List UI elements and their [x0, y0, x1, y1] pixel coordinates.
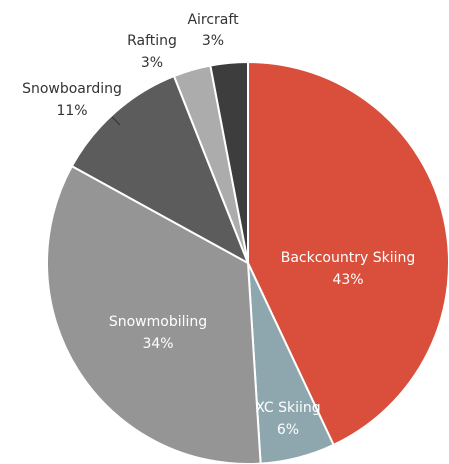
- slice-label-aircraft: Aircraft: [187, 12, 239, 28]
- slice-value-snowboarding: 11%: [56, 103, 87, 119]
- slice-value-backcountry-skiing: 43%: [332, 272, 363, 288]
- slice-backcountry-skiing: [247, 61, 449, 446]
- slice-label-rafting: Rafting: [127, 33, 177, 49]
- slice-aircraft: [209, 61, 249, 264]
- slice-value-rafting: 3%: [141, 55, 163, 71]
- slice-value-xc-skiing: 6%: [277, 422, 299, 438]
- pie-slices: [46, 61, 449, 464]
- slice-value-snowmobiling: 34%: [142, 336, 173, 352]
- slice-value-aircraft: 3%: [202, 33, 224, 49]
- leader-line-snowboarding: [111, 116, 121, 126]
- slice-label-xc-skiing: XC Skiing: [255, 400, 320, 416]
- slice-snowboarding: [70, 75, 249, 264]
- slice-label-backcountry-skiing: Backcountry Skiing: [281, 250, 416, 266]
- slice-label-snowmobiling: Snowmobiling: [109, 314, 207, 330]
- slice-label-snowboarding: Snowboarding: [22, 81, 122, 97]
- pie-labels: Backcountry Skiing 43% XC Skiing 6% Snowmobi…: [22, 12, 415, 438]
